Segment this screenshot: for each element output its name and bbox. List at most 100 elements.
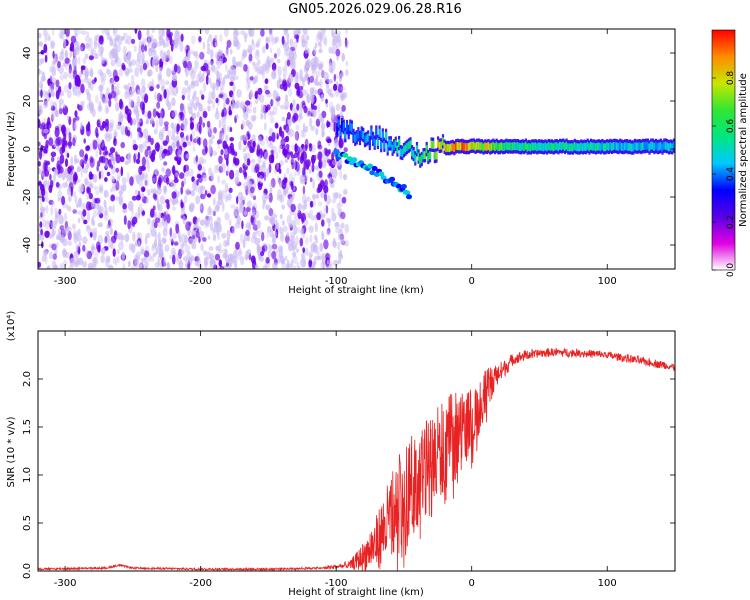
spectrogram-noise-point: [218, 132, 225, 141]
spectrogram-noise-point: [161, 56, 165, 62]
spectrogram-noise-point: [228, 187, 233, 193]
spectrogram-noise-point: [144, 265, 148, 269]
spectrogram-noise-point: [103, 189, 107, 198]
spectrogram-noise-point: [61, 182, 68, 188]
spectrogram-band-core: [533, 142, 536, 151]
spectrogram-noise-point: [183, 164, 190, 172]
spectrogram-noise-point: [57, 189, 63, 201]
spectrogram-noise-point: [245, 229, 250, 236]
spectrogram-noise-point: [232, 225, 236, 235]
spectrogram-noise-point: [119, 156, 125, 163]
spectrogram-band-core: [523, 143, 526, 151]
spectrogram-noise-point: [93, 185, 98, 191]
spectrogram-noise-point: [101, 97, 108, 105]
spectrogram-noise-point: [110, 48, 116, 56]
spectrogram-noise-point: [329, 167, 333, 176]
spectrogram-y-tick-label: -40: [22, 237, 33, 253]
snr-y-label: SNR (10 * v/v): [6, 416, 17, 487]
spectrogram-noise-point: [121, 251, 126, 261]
spectrogram-noise-point: [271, 36, 275, 46]
spectrogram-noise-point: [207, 126, 213, 135]
spectrogram-band-core: [474, 142, 477, 151]
spectrogram-noise-point: [68, 206, 72, 212]
colorbar-tick-label: 0.0: [726, 263, 736, 278]
spectrogram-noise-point: [200, 243, 204, 252]
spectrogram-noise-point: [333, 73, 336, 82]
spectrogram-noise-point: [110, 59, 116, 67]
spectrogram-noise-point: [98, 183, 104, 192]
spectrogram-noise-point: [206, 193, 212, 198]
spectrogram-band-core: [573, 142, 576, 150]
spectrogram-noise-point: [268, 135, 273, 142]
spectrogram-noise-point: [137, 240, 141, 248]
spectrogram-noise-point: [247, 84, 251, 89]
spectrogram-noise-point: [203, 138, 208, 149]
spectrogram-noise-point: [292, 251, 297, 257]
spectrogram-band-core: [516, 142, 519, 151]
spectrogram-noise-point: [291, 144, 295, 151]
spectrogram-noise-point: [243, 134, 249, 141]
spectrogram-band-core: [345, 123, 349, 131]
spectrogram-noise-point: [303, 63, 309, 74]
spectrogram-noise-point: [221, 109, 225, 118]
spectrogram-noise-point: [317, 30, 322, 40]
spectrogram-noise-point: [50, 205, 54, 216]
spectrogram-noise-point: [264, 89, 270, 95]
spectrogram-noise-point: [325, 98, 328, 104]
spectrogram-y-tick-label: 20: [22, 95, 33, 108]
spectrogram-noise-point: [285, 123, 290, 133]
spectrogram-noise-point: [99, 206, 105, 215]
spectrogram-band-core: [550, 142, 554, 151]
spectrogram-noise-point: [113, 29, 118, 35]
spectrogram-noise-point: [269, 111, 275, 116]
spectrogram-noise-point: [300, 152, 305, 161]
spectrogram-x-ticks: -300 -200 -100 0 100: [54, 29, 617, 287]
spectrogram-band-core: [526, 143, 529, 152]
spectrogram-noise-point: [333, 259, 339, 267]
spectrogram-noise-point: [326, 120, 330, 128]
spectrogram-noise-point: [312, 244, 318, 253]
spectrogram-band-core: [419, 156, 422, 165]
spectrogram-noise-point: [87, 211, 90, 222]
spectrogram-noise-point: [196, 137, 200, 145]
spectrogram-noise-point: [150, 208, 155, 218]
spectrogram-noise-point: [98, 84, 103, 92]
spectrogram-noise-point: [158, 212, 162, 219]
spectrogram-noise-point: [236, 89, 242, 98]
spectrogram-noise-point: [120, 141, 125, 149]
spectrogram-noise-point: [64, 140, 68, 148]
spectrogram-noise-point: [111, 83, 115, 93]
spectrogram-noise-point: [156, 84, 160, 89]
spectrogram-noise-point: [56, 197, 63, 202]
spectrogram-noise-point: [169, 227, 173, 237]
spectrogram-noise-point: [70, 35, 77, 44]
spectrogram-noise-point: [199, 89, 203, 96]
spectrogram-noise-point: [130, 216, 133, 224]
spectrogram-noise-point: [40, 203, 43, 213]
spectrogram-band-core: [354, 134, 357, 143]
spectrogram-noise-point: [313, 154, 317, 162]
spectrogram-noise-point: [152, 252, 157, 257]
snr-x-tick-label: -200: [189, 578, 212, 589]
spectrogram-noise-point: [312, 178, 315, 190]
spectrogram-noise-point: [279, 180, 282, 188]
spectrogram-noise-point: [168, 31, 173, 37]
spectrogram-noise-point: [308, 258, 313, 268]
spectrogram-noise-point: [247, 108, 252, 114]
spectrogram-noise-point: [305, 196, 311, 202]
spectrogram-noise-point: [210, 64, 216, 71]
spectrogram-noise-point: [258, 37, 261, 45]
spectrogram-noise-point: [264, 78, 269, 85]
spectrogram-noise-point: [138, 203, 143, 210]
spectrogram-noise-point: [117, 249, 120, 255]
spectrogram-noise-point: [329, 176, 332, 185]
spectrogram-noise-point: [126, 35, 132, 45]
spectrogram-band-core: [606, 142, 609, 151]
spectrogram-noise-point: [237, 250, 243, 256]
spectrogram-noise-point: [252, 140, 256, 148]
snr-y-tick-label: 1.5: [22, 419, 33, 435]
spectrogram-noise-point: [267, 243, 271, 250]
spectrogram-noise-point: [252, 195, 257, 201]
spectrogram-noise-point: [48, 137, 54, 147]
spectrogram-noise-point: [66, 205, 69, 211]
